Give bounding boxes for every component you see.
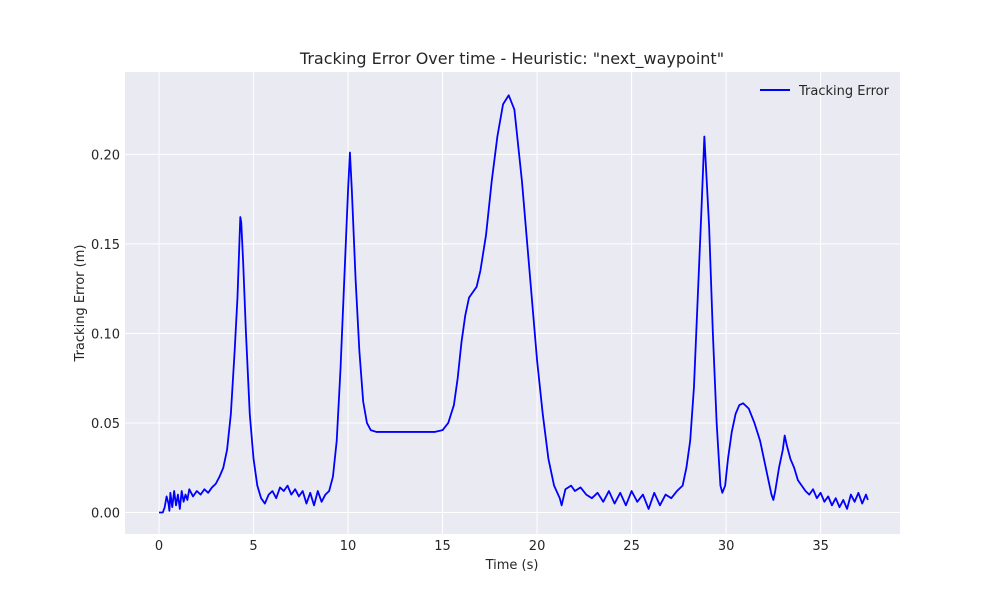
legend-label-tracking-error: Tracking Error xyxy=(798,84,890,99)
x-axis-label: Time (s) xyxy=(485,558,539,573)
plot-area xyxy=(125,72,900,534)
x-tick-label: 25 xyxy=(623,539,640,554)
x-tick-label: 0 xyxy=(155,539,163,554)
chart-title: Tracking Error Over time - Heuristic: "n… xyxy=(299,49,724,69)
x-tick-label: 30 xyxy=(718,539,735,554)
y-tick-label: 0.00 xyxy=(91,507,120,522)
legend: Tracking Error xyxy=(760,84,890,99)
series-line-tracking-error xyxy=(159,94,869,514)
x-tick-label: 5 xyxy=(249,539,257,554)
y-tick-label: 0.15 xyxy=(91,238,120,253)
y-tick-label: 0.20 xyxy=(91,148,120,163)
x-tick-label: 35 xyxy=(812,539,829,554)
x-tick-label: 10 xyxy=(340,539,357,554)
series-layer xyxy=(159,94,869,514)
x-tick-label: 15 xyxy=(434,539,451,554)
x-axis-ticks: 0 5 10 15 20 25 30 35 xyxy=(155,539,829,554)
grid-lines xyxy=(125,72,900,534)
y-tick-label: 0.10 xyxy=(91,327,120,342)
x-tick-label: 20 xyxy=(529,539,546,554)
y-tick-label: 0.05 xyxy=(91,417,120,432)
y-axis-label: Tracking Error (m) xyxy=(73,245,88,363)
y-axis-ticks: 0.00 0.05 0.10 0.15 0.20 xyxy=(91,148,120,521)
